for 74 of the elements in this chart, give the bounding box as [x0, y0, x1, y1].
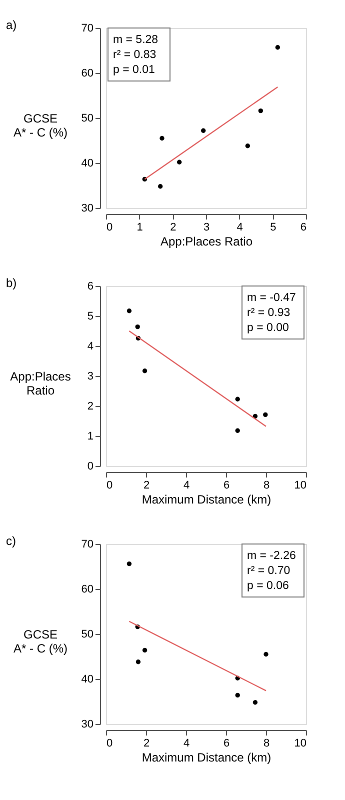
text: c) — [6, 534, 16, 548]
point — [245, 144, 250, 148]
x-tick-label: 8 — [263, 480, 270, 492]
annotation: p = 0.01 — [113, 64, 155, 76]
annotation: p = 0.00 — [247, 322, 289, 334]
x-tick-label: 10 — [294, 738, 306, 750]
x-tick-label: 4 — [236, 222, 243, 234]
point — [252, 414, 258, 419]
point — [264, 652, 268, 657]
x-tick-label: 3 — [203, 222, 210, 234]
y-tick-label: 3 — [87, 370, 94, 382]
x-tick-label: 1 — [136, 222, 143, 234]
y-tick-label: 6 — [87, 280, 94, 292]
y-tick-label: 30 — [81, 202, 94, 214]
x-tick-label: 6 — [223, 480, 230, 492]
annotation: r² = 0.83 — [113, 49, 156, 61]
annotation: m = -0.47 — [247, 292, 296, 304]
point — [252, 700, 258, 705]
x-axis-title: Maximum Distance (km) — [142, 492, 272, 506]
x-tick-label: 0 — [106, 222, 113, 234]
point — [158, 184, 163, 189]
x-tick-label: 10 — [294, 480, 306, 492]
y-axis-title: App:Places Ratio — [10, 370, 71, 398]
y-tick-label: 50 — [81, 628, 94, 640]
point — [258, 108, 264, 114]
point — [160, 136, 164, 141]
y-tick-label: 50 — [81, 112, 94, 124]
x-tick-label: 8 — [263, 738, 270, 750]
x-tick-label: 0 — [106, 480, 113, 492]
point — [142, 648, 148, 653]
annotation: m = 5.28 — [113, 34, 158, 46]
point — [126, 308, 132, 314]
x-tick-label: 6 — [223, 738, 230, 750]
x-tick-label: 2 — [143, 738, 150, 750]
y-tick-label: 60 — [81, 584, 94, 596]
annotation: p = 0.06 — [247, 580, 289, 592]
y-tick-label: 5 — [87, 310, 94, 322]
x-tick-label: 6 — [300, 222, 306, 234]
y-tick-label: 60 — [81, 68, 94, 80]
x-tick-label: 0 — [106, 738, 113, 750]
text: a) — [6, 18, 17, 32]
annotation: r² = 0.70 — [247, 565, 290, 577]
point — [263, 412, 268, 418]
point — [135, 324, 140, 330]
point — [200, 128, 206, 133]
y-tick-label: 0 — [87, 460, 94, 472]
x-tick-label: 4 — [183, 738, 190, 750]
text: b) — [6, 276, 17, 290]
y-tick-label: 4 — [87, 340, 94, 352]
y-tick-label: 2 — [87, 400, 94, 412]
point — [126, 561, 132, 566]
point — [136, 660, 141, 664]
annotation: m = -2.26 — [247, 550, 296, 562]
y-tick-label: 30 — [81, 718, 94, 730]
y-tick-label: 40 — [81, 674, 94, 686]
point — [142, 368, 148, 374]
point — [235, 692, 240, 698]
y-tick-label: 40 — [81, 158, 94, 170]
y-tick-label: 1 — [87, 430, 94, 442]
point — [235, 428, 240, 433]
x-axis-title: App:Places Ratio — [160, 234, 253, 248]
x-tick-label: 5 — [270, 222, 276, 234]
y-tick-label: 70 — [81, 22, 94, 34]
x-tick-label: 2 — [170, 222, 176, 234]
y-axis-title: GCSE A* - C (%) — [14, 628, 68, 656]
x-tick-label: 2 — [143, 480, 150, 492]
x-axis-title: Maximum Distance (km) — [142, 750, 272, 764]
point — [275, 45, 280, 50]
annotation: r² = 0.93 — [247, 307, 290, 319]
x-tick-label: 4 — [183, 480, 190, 492]
point — [176, 160, 182, 164]
y-tick-label: 70 — [81, 538, 94, 550]
point — [235, 396, 240, 402]
y-axis-title: GCSE A* - C (%) — [14, 112, 68, 140]
